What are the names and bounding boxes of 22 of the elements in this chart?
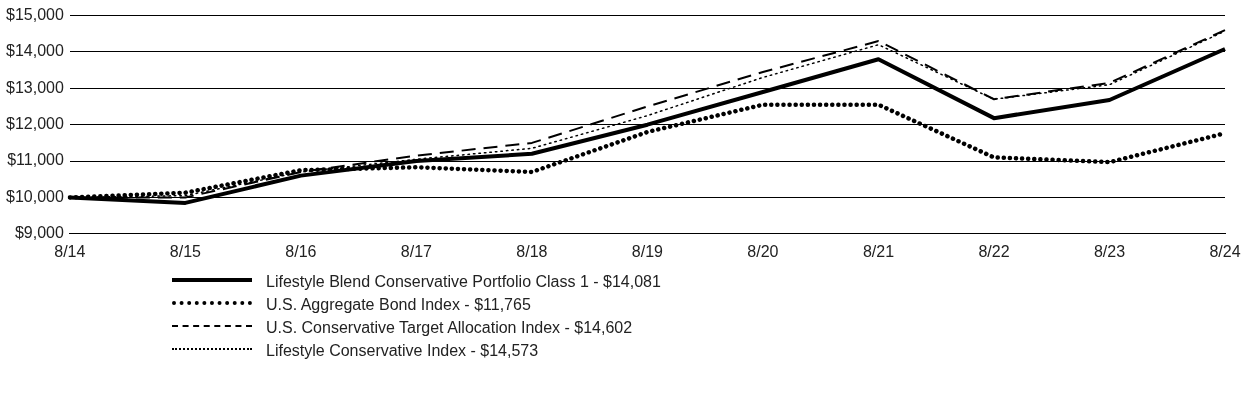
y-tick-label: $11,000 xyxy=(7,151,64,169)
x-tick-label: 8/17 xyxy=(400,242,433,260)
y-tick-label: $14,000 xyxy=(5,42,64,60)
legend-label: U.S. Conservative Target Allocation Index - $14,602 xyxy=(266,318,633,337)
legend-label: Lifestyle Blend Conservative Portfolio Class 1 - $14,081 xyxy=(266,272,661,291)
y-tick-label: $13,000 xyxy=(5,78,64,96)
x-tick-label: 8/22 xyxy=(978,242,1010,260)
x-tick-label: 8/21 xyxy=(862,242,895,260)
legend-label: Lifestyle Conservative Index - $14,573 xyxy=(266,341,539,360)
y-tick-label: $9,000 xyxy=(14,224,64,242)
x-tick-label: 8/16 xyxy=(285,242,317,260)
x-tick-label: 8/24 xyxy=(1209,242,1241,260)
y-tick-label: $15,000 xyxy=(5,6,64,24)
x-tick-label: 8/23 xyxy=(1093,242,1126,260)
x-tick-label: 8/20 xyxy=(747,242,779,260)
legend-label: U.S. Aggregate Bond Index - $11,765 xyxy=(266,295,531,314)
x-tick-label: 8/19 xyxy=(631,242,664,260)
x-tick-label: 8/18 xyxy=(516,242,548,260)
y-tick-label: $12,000 xyxy=(5,115,64,133)
x-tick-label: 8/14 xyxy=(54,242,86,260)
x-tick-label: 8/15 xyxy=(169,242,202,260)
y-tick-label: $10,000 xyxy=(5,187,64,205)
